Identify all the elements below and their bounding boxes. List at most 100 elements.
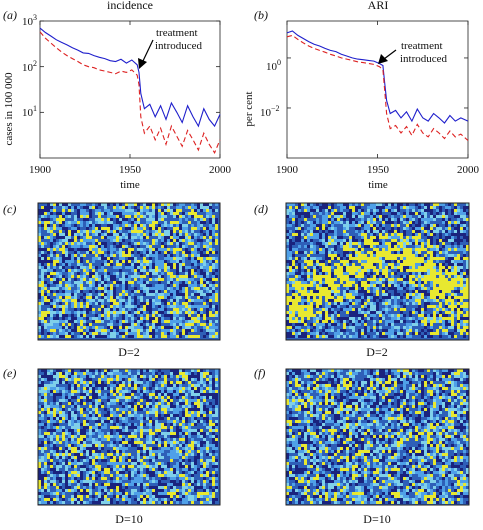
lat-d-cell	[301, 317, 304, 320]
lat-c-cell	[158, 299, 161, 302]
lat-c-cell	[149, 302, 152, 305]
lat-c-cell	[74, 311, 77, 314]
lat-d-cell	[385, 248, 388, 251]
lat-e-cell	[167, 402, 170, 405]
lat-c-cell	[134, 308, 137, 311]
lat-d-cell	[436, 305, 439, 308]
lat-d-cell	[364, 272, 367, 275]
lat-c-cell	[50, 278, 53, 281]
lat-d-cell	[349, 221, 352, 224]
lat-c-cell	[62, 323, 65, 326]
lat-c-cell	[212, 248, 215, 251]
lat-c-cell	[194, 257, 197, 260]
lat-d-cell	[415, 212, 418, 215]
lat-d-cell	[442, 314, 445, 317]
lat-d-cell	[328, 224, 331, 227]
lat-d-cell	[355, 320, 358, 323]
lat-d-cell	[457, 311, 460, 314]
lat-e-cell	[50, 414, 53, 417]
lat-c-cell	[92, 296, 95, 299]
lat-d-cell	[415, 248, 418, 251]
lat-c-cell	[140, 296, 143, 299]
lat-e-cell	[104, 372, 107, 375]
lat-c-cell	[80, 242, 83, 245]
lat-c-cell	[50, 290, 53, 293]
lat-e-cell	[143, 390, 146, 393]
lat-e-cell	[53, 399, 56, 402]
lat-d-cell	[301, 332, 304, 335]
lat-d-cell	[325, 329, 328, 332]
lat-c-cell	[200, 257, 203, 260]
lat-c-cell	[74, 257, 77, 260]
lat-c-cell	[62, 245, 65, 248]
lat-c-cell	[197, 320, 200, 323]
lat-d-cell	[457, 209, 460, 212]
lat-e-cell	[176, 390, 179, 393]
lat-d-cell	[451, 254, 454, 257]
lat-c-cell	[155, 287, 158, 290]
lat-d-cell	[412, 281, 415, 284]
lat-e-cell	[188, 378, 191, 381]
lat-d-cell	[373, 284, 376, 287]
lat-c-cell	[89, 212, 92, 215]
lat-e-cell	[41, 414, 44, 417]
lat-c-cell	[110, 248, 113, 251]
lat-d-cell	[418, 236, 421, 239]
lat-e-cell	[125, 369, 128, 372]
lat-d-cell	[400, 278, 403, 281]
lat-d-cell	[445, 212, 448, 215]
lat-d-cell	[328, 218, 331, 221]
lat-e-cell	[98, 393, 101, 396]
lat-c-cell	[89, 323, 92, 326]
lat-d-cell	[367, 317, 370, 320]
lat-e-cell	[86, 372, 89, 375]
panel-a-xtick-1950: 1950	[119, 164, 142, 176]
lat-d-cell	[457, 305, 460, 308]
lat-c-cell	[206, 275, 209, 278]
lat-c-cell	[41, 290, 44, 293]
lat-d-cell	[373, 335, 376, 338]
lat-c-cell	[173, 311, 176, 314]
lat-e-cell	[188, 372, 191, 375]
lat-d-cell	[400, 251, 403, 254]
lat-c-cell	[200, 203, 203, 206]
lat-c-cell	[53, 260, 56, 263]
lat-d-cell	[364, 242, 367, 245]
lat-d-cell	[454, 212, 457, 215]
lat-d-cell	[340, 302, 343, 305]
lat-d-cell	[466, 302, 469, 305]
lat-e-cell	[191, 402, 194, 405]
lat-d-cell	[319, 299, 322, 302]
lat-d-cell	[340, 203, 343, 206]
lat-d-cell	[448, 305, 451, 308]
lat-c-cell	[83, 230, 86, 233]
lat-c-cell	[155, 215, 158, 218]
lat-d-cell	[466, 287, 469, 290]
lat-d-cell	[343, 230, 346, 233]
lat-d-cell	[451, 221, 454, 224]
lat-c-cell	[65, 221, 68, 224]
lat-c-cell	[146, 290, 149, 293]
lat-d-cell	[394, 314, 397, 317]
lat-d-cell	[427, 305, 430, 308]
lat-c-cell	[110, 299, 113, 302]
lat-c-cell	[173, 335, 176, 338]
lat-e-cell	[167, 399, 170, 402]
lat-c-cell	[131, 314, 134, 317]
lat-c-cell	[170, 317, 173, 320]
lat-d-cell	[367, 263, 370, 266]
lat-e-cell	[41, 375, 44, 378]
lat-c-cell	[179, 335, 182, 338]
lat-c-cell	[128, 254, 131, 257]
lat-c-cell	[131, 299, 134, 302]
lat-c-cell	[41, 314, 44, 317]
lat-d-cell	[391, 326, 394, 329]
lat-d-cell	[322, 260, 325, 263]
lat-d-cell	[415, 239, 418, 242]
lat-c-cell	[59, 272, 62, 275]
lat-d-cell	[406, 281, 409, 284]
lat-d-cell	[346, 215, 349, 218]
lat-c-cell	[191, 299, 194, 302]
lat-c-cell	[74, 278, 77, 281]
lat-c-cell	[170, 275, 173, 278]
